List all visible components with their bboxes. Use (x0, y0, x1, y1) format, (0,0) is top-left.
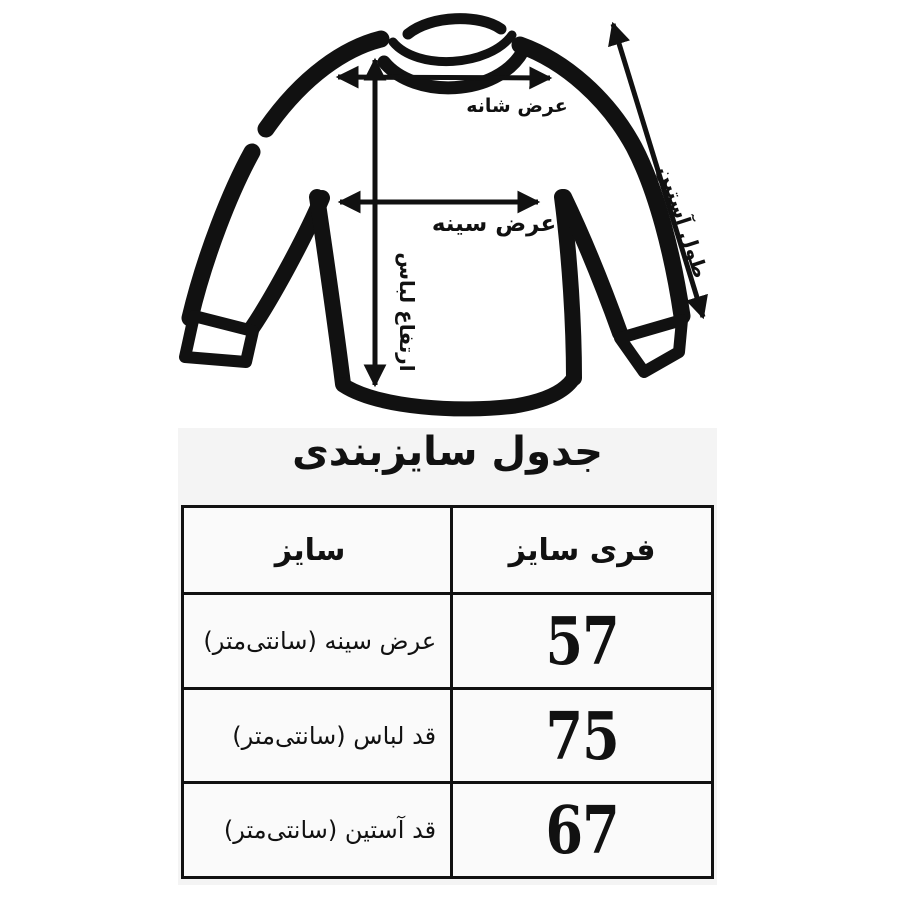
label-sleeve-length: قد آستین (سانتی‌متر) (223, 816, 437, 845)
chest-width-label: عرض سینه (432, 211, 556, 237)
value-sleeve-length-text: 67 (545, 791, 620, 870)
left-shoulder-line (257, 30, 390, 138)
measurement-arrows (335, 21, 708, 388)
collar-back-line (402, 13, 507, 40)
size-table-panel: جدول سایزبندی فری سایز سایز 57 عرض سینه … (178, 428, 717, 885)
header-size: سایز (274, 532, 346, 568)
table-row-chest-width: 57 عرض سینه (سانتی‌متر) (184, 592, 711, 687)
header-free-size: فری سایز (450, 508, 711, 592)
value-garment-length: 75 (450, 689, 711, 782)
garment-height-label: ارتفاع لباس (395, 252, 419, 371)
shoulder-width-label: عرض شانه (466, 95, 567, 117)
body-right-line (554, 189, 582, 386)
panel-title: جدول سایزبندی (292, 428, 603, 475)
hem-line (335, 371, 581, 417)
collar-inner-line (388, 30, 517, 67)
left-sleeve-inner-line (244, 190, 330, 336)
value-garment-length-text: 75 (545, 696, 620, 775)
label-chest-width: عرض سینه (سانتی‌متر) (203, 626, 437, 655)
table-row-garment-length: 75 قد لباس (سانتی‌متر) (184, 686, 711, 782)
value-chest-width: 57 (450, 595, 711, 687)
body-left-line (309, 189, 351, 392)
value-chest-width-text: 57 (545, 601, 620, 680)
left-cuff (179, 310, 259, 368)
table-header-row: فری سایز سایز (184, 508, 711, 592)
right-cuff (614, 314, 688, 378)
label-garment-length: قد لباس (سانتی‌متر) (232, 721, 437, 750)
left-sleeve-outer-line (181, 143, 261, 327)
table-row-sleeve-length: 67 قد آستین (سانتی‌متر) (184, 781, 711, 877)
sleeve-length-arrow (608, 21, 708, 320)
shoulder-width-arrow (335, 65, 553, 90)
garment-measurement-diagram: عرض شانه عرض سینه ارتفاع لباس طول آستین (179, 13, 714, 417)
value-sleeve-length: 67 (450, 784, 711, 877)
size-table: فری سایز سایز 57 عرض سینه (سانتی‌متر) 75… (181, 505, 714, 879)
